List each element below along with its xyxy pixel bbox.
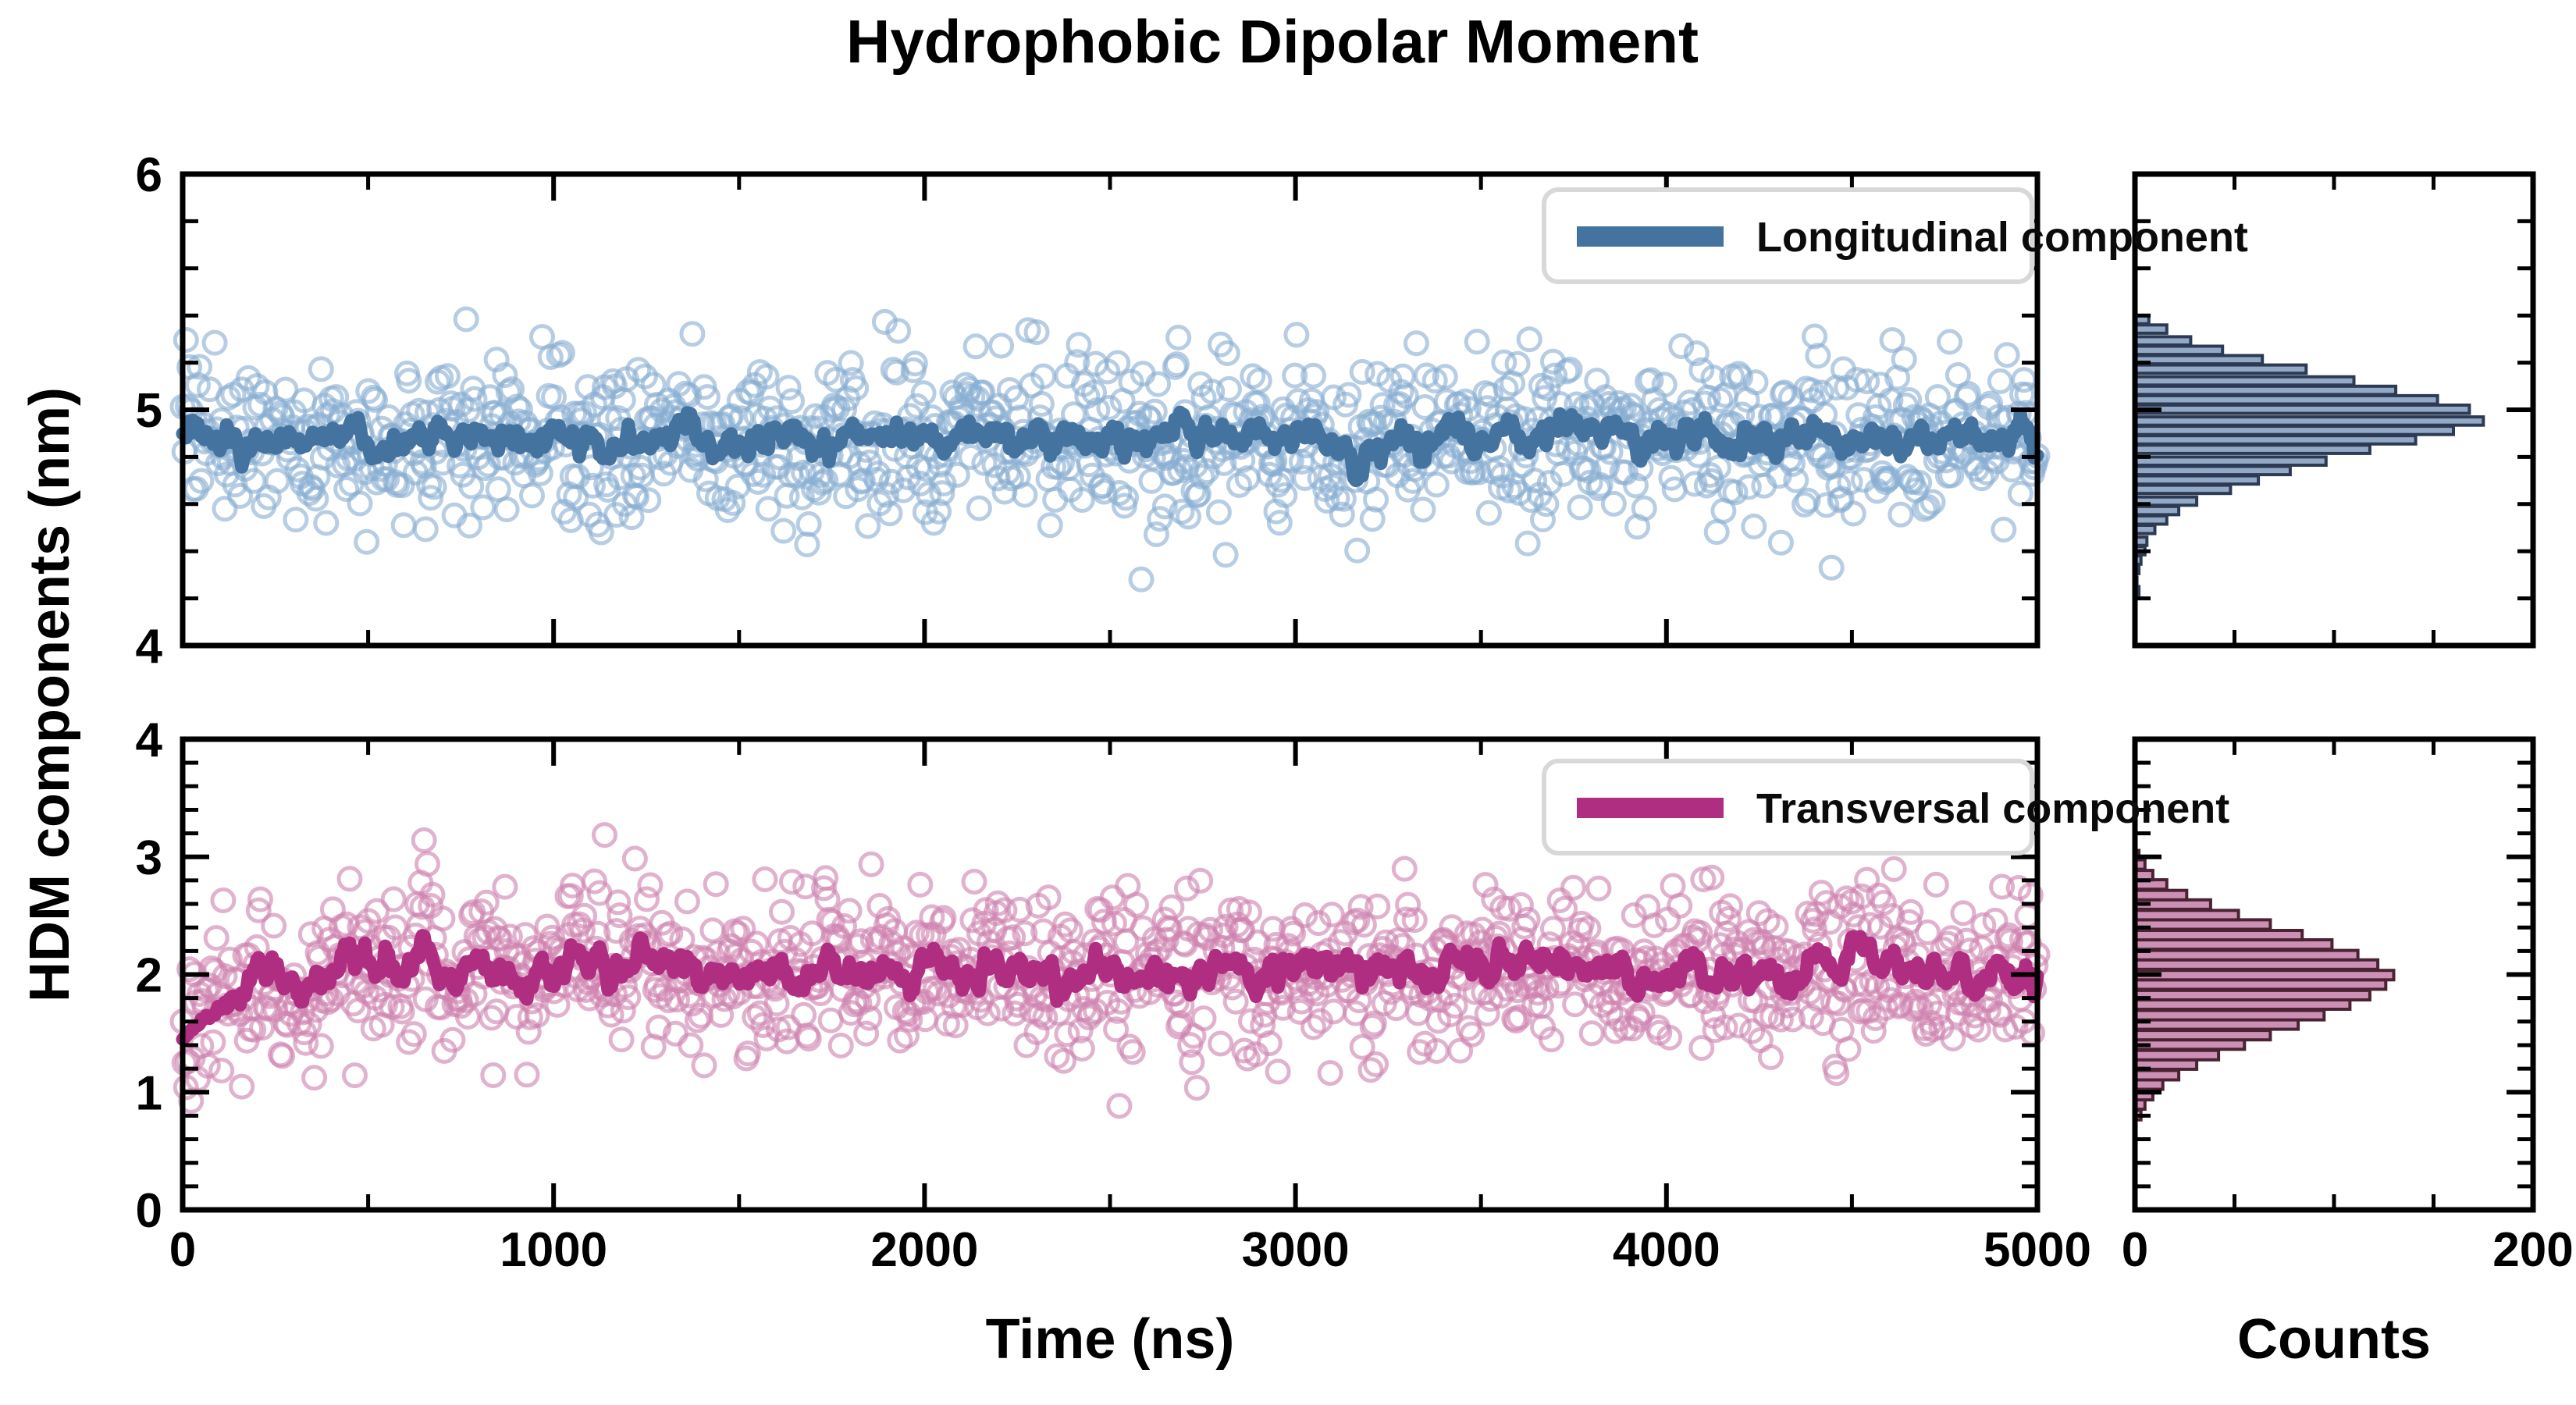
legends: Longitudinal component Transversal compon… [1542, 187, 2248, 855]
histogram-bar [2133, 415, 2485, 427]
top-panel-scatter-plot [169, 306, 2051, 592]
histogram-bar [2133, 483, 2233, 496]
histogram-bar [2133, 434, 2418, 446]
y-tick-label: 4 [136, 620, 163, 674]
legend-swatch [1577, 798, 1724, 818]
histogram-bar [2133, 909, 2240, 922]
histogram-bar [2133, 1069, 2181, 1082]
histogram-bar [2133, 988, 2371, 1002]
axes-and-ticks [180, 171, 2536, 1213]
histogram-bar [2133, 948, 2360, 962]
histogram-bar [2133, 474, 2261, 486]
x-tick-label: 0 [2122, 1223, 2148, 1277]
histogram-bar [2133, 464, 2292, 477]
histogram-bar [2133, 363, 2308, 375]
histogram-bar [2133, 335, 2193, 347]
legend-box [1542, 759, 2034, 855]
histogram-bar [2133, 375, 2356, 387]
histogram-bar [2133, 393, 2439, 406]
histogram-bar [2133, 443, 2371, 455]
bottom-panel-scatter-plot [169, 822, 2051, 1119]
y-tick-label: 6 [136, 148, 162, 202]
histogram-bar [2133, 1008, 2326, 1022]
y-tick-label: 5 [136, 384, 162, 438]
histogram-bar [2133, 455, 2328, 468]
counts-axis-label: Counts [2237, 1308, 2431, 1371]
running-average-line [176, 405, 2044, 487]
y-axis-label: HDM components (nm) [19, 387, 81, 1002]
histogram-bar [2133, 344, 2225, 357]
axis-labels: 4 5 6 0 1 2 3 4 0 1000 2000 3000 4000 5000 0 200 Time (n… [19, 148, 2574, 1371]
x-tick-label: 2000 [870, 1223, 978, 1277]
x-tick-label: 3000 [1242, 1223, 1350, 1277]
x-tick-label: 0 [169, 1223, 196, 1277]
legend-label: Longitudinal component [1756, 214, 2248, 261]
histogram-bar [2133, 323, 2169, 335]
histogram-bar [2133, 888, 2189, 902]
x-tick-label: 4000 [1613, 1223, 1720, 1277]
x-axis-label: Time (ns) [986, 1308, 1235, 1371]
running-average-line [176, 929, 2044, 1046]
x-tick-label: 5000 [1984, 1223, 2091, 1277]
legend-label: Transversal component [1756, 785, 2229, 832]
histogram-bar [2133, 1029, 2272, 1042]
legend-longitudinal[interactable]: Longitudinal component [1542, 187, 2248, 284]
x-tick-label: 1000 [500, 1223, 607, 1277]
legend-swatch [1577, 226, 1724, 247]
histogram-bar [2133, 514, 2169, 526]
histogram-bar [2133, 354, 2265, 366]
histogram-bar [2133, 969, 2396, 982]
x-tick-label: 200 [2492, 1223, 2573, 1277]
figure-title: Hydrophobic Dipolar Moment [846, 7, 1699, 76]
histogram-bar [2133, 425, 2455, 436]
histogram-bar [2133, 1048, 2221, 1062]
y-tick-label: 2 [136, 949, 162, 1003]
histogram-bar [2133, 929, 2304, 942]
histogram-bar [2133, 504, 2181, 517]
y-tick-label: 1 [136, 1066, 162, 1120]
histogram-bar [2133, 524, 2157, 535]
histogram-bar [2133, 404, 2471, 415]
legend-transversal[interactable]: Transversal component [1542, 759, 2229, 855]
histogram-bar [2133, 384, 2398, 397]
y-tick-label: 3 [136, 831, 162, 885]
legend-box [1542, 187, 2034, 284]
y-tick-label: 0 [136, 1184, 162, 1238]
y-tick-label: 4 [136, 713, 163, 767]
